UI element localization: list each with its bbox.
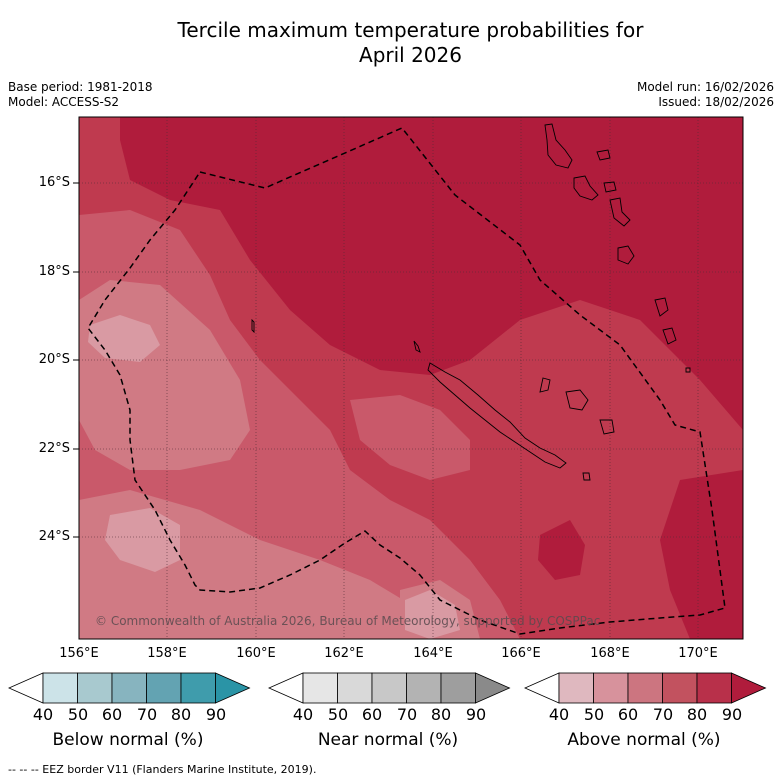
title-line-2: April 2026	[359, 43, 462, 67]
copyright-notice: © Commonwealth of Australia 2026, Bureau…	[95, 614, 601, 628]
map-frame	[78, 116, 744, 640]
above-segment-1	[593, 672, 629, 704]
model-run: Model run: 16/02/2026	[636, 80, 774, 94]
tick-below-90: 90	[205, 705, 227, 724]
tick-above-60: 60	[617, 705, 639, 724]
tick-above-40: 40	[548, 705, 570, 724]
vanuatu-efate-area	[609, 197, 631, 227]
meta-right: Model run: 16/02/2026 Issued: 18/02/2026	[637, 80, 774, 110]
below-segment-1	[77, 672, 113, 704]
model-name: Model: ACCESS-S2	[8, 95, 120, 109]
ouvea	[539, 377, 551, 393]
below-extend-high	[215, 672, 251, 704]
colorbar-below-normal	[8, 672, 251, 704]
vanuatu-malekula	[573, 175, 599, 201]
tick-below-60: 60	[101, 705, 123, 724]
above-segment-2	[627, 672, 663, 704]
vanuatu-santo	[544, 123, 573, 169]
base-period: Base period: 1981-2018	[8, 80, 153, 94]
meta-left: Base period: 1981-2018 Model: ACCESS-S2	[8, 80, 153, 110]
lon-label-170e: 170°E	[678, 646, 718, 661]
below-segment-3	[146, 672, 182, 704]
below-segment-0	[42, 672, 78, 704]
tick-near-50: 50	[327, 705, 349, 724]
colorbar-above-normal	[524, 672, 767, 704]
near-segment-2	[371, 672, 407, 704]
tick-above-90: 90	[721, 705, 743, 724]
field-50-west	[88, 315, 160, 362]
tick-near-70: 70	[396, 705, 418, 724]
coastlines	[251, 123, 691, 481]
field-90-patch	[538, 520, 585, 580]
vanuatu-aneityum	[662, 327, 677, 345]
lifou	[565, 389, 589, 411]
tick-near-40: 40	[292, 705, 314, 724]
new-caledonia-coast	[427, 362, 567, 469]
lon-label-158e: 158°E	[147, 646, 187, 661]
lon-label-168e: 168°E	[590, 646, 630, 661]
lat-label-18s: 18°S	[38, 264, 70, 279]
lat-label-24s: 24°S	[38, 529, 70, 544]
lon-label-160e: 160°E	[236, 646, 276, 661]
eez-border-line	[87, 127, 726, 635]
near-extend-high	[475, 672, 511, 704]
eez-border	[87, 127, 726, 635]
lat-label-16s: 16°S	[38, 175, 70, 190]
isle-of-pines	[582, 472, 591, 481]
above-segment-0	[558, 672, 594, 704]
near-extend-low	[268, 672, 304, 704]
vanuatu-tanna	[654, 297, 669, 317]
label-near-normal: Near normal (%)	[317, 730, 459, 750]
near-segment-0	[302, 672, 338, 704]
mare	[599, 419, 615, 435]
map-title: Tercile maximum temperature probabilitie…	[0, 18, 781, 68]
field-90-southeast	[660, 470, 743, 639]
near-segment-4	[440, 672, 476, 704]
tick-above-80: 80	[686, 705, 708, 724]
axis-ticks	[73, 182, 79, 538]
above-segment-4	[696, 672, 732, 704]
above-extend-high	[731, 672, 767, 704]
lat-label-20s: 20°S	[38, 352, 70, 367]
field-90-north	[120, 117, 743, 430]
matthew-island	[685, 367, 691, 373]
tick-below-70: 70	[136, 705, 158, 724]
eez-footer-note: -- -- -- EEZ border V11 (Flanders Marine…	[8, 763, 317, 776]
lat-label-22s: 22°S	[38, 441, 70, 456]
tick-near-90: 90	[465, 705, 487, 724]
belep-islands	[413, 340, 421, 353]
tick-below-80: 80	[170, 705, 192, 724]
graticule	[79, 117, 743, 639]
probability-field	[79, 117, 743, 639]
issued-date: Issued: 18/02/2026	[658, 95, 774, 109]
above-segment-3	[662, 672, 698, 704]
tick-below-40: 40	[32, 705, 54, 724]
chesterfield	[251, 318, 255, 334]
field-50-south	[405, 590, 460, 639]
below-extend-low	[8, 672, 44, 704]
label-below-normal: Below normal (%)	[52, 730, 204, 750]
tick-above-50: 50	[583, 705, 605, 724]
near-segment-3	[406, 672, 442, 704]
field-70-central	[350, 395, 470, 480]
vanuatu-ambrym	[603, 181, 617, 193]
tick-near-60: 60	[361, 705, 383, 724]
title-line-1: Tercile maximum temperature probabilitie…	[177, 18, 644, 42]
tick-below-50: 50	[67, 705, 89, 724]
above-extend-low	[524, 672, 560, 704]
below-segment-2	[111, 672, 147, 704]
colorbar-near-normal	[268, 672, 511, 704]
tick-near-80: 80	[430, 705, 452, 724]
vanuatu-erromango	[617, 245, 635, 265]
near-segment-1	[337, 672, 373, 704]
lon-label-156e: 156°E	[59, 646, 99, 661]
tick-above-70: 70	[652, 705, 674, 724]
lon-label-162e: 162°E	[324, 646, 364, 661]
lon-label-164e: 164°E	[413, 646, 453, 661]
label-above-normal: Above normal (%)	[567, 730, 721, 750]
below-segment-4	[180, 672, 216, 704]
lon-label-166e: 166°E	[501, 646, 541, 661]
vanuatu-banks	[596, 149, 611, 161]
